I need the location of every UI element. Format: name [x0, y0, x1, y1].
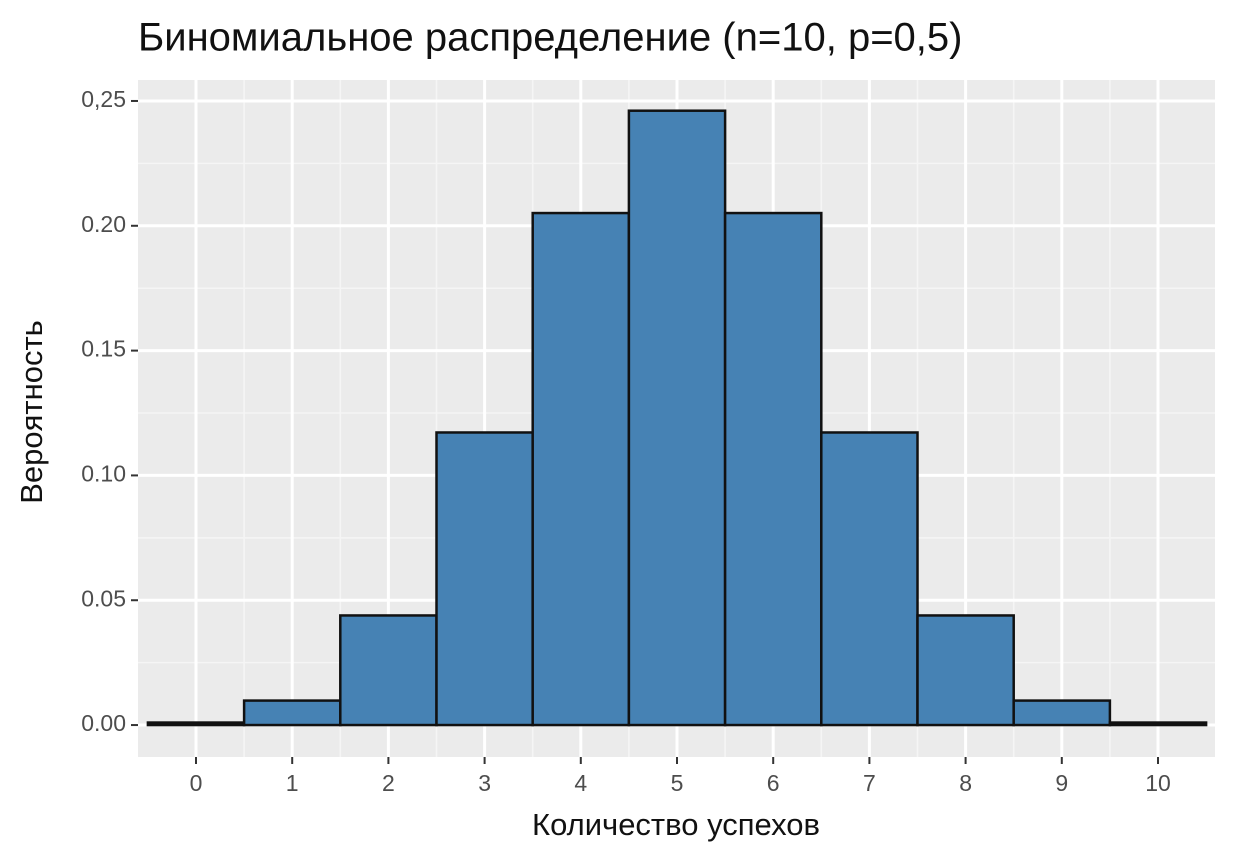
y-tick-label: 0.10 [81, 460, 126, 486]
bar [820, 431, 919, 727]
x-axis-label: Количество успехов [532, 807, 820, 842]
x-tick-label: 3 [478, 770, 491, 796]
y-tick-label: 0.15 [81, 336, 126, 362]
y-tick-label: 0.00 [81, 710, 126, 736]
bar [627, 109, 727, 727]
bar [339, 614, 438, 727]
bar [435, 431, 534, 727]
chart-title: Биномиальное распределение (n=10, p=0,5) [138, 16, 962, 60]
x-tick-label: 5 [671, 770, 684, 796]
bar [916, 614, 1015, 727]
x-tick-label: 2 [382, 770, 395, 796]
y-axis-label: Вероятность [14, 320, 49, 504]
x-tick-label: 10 [1145, 770, 1171, 796]
x-tick-label: 8 [959, 770, 972, 796]
x-tick-label: 9 [1055, 770, 1068, 796]
y-tick-label: 0.05 [81, 585, 126, 611]
bar [242, 699, 342, 727]
bar [1108, 721, 1208, 727]
bar [531, 211, 631, 727]
bar [146, 721, 246, 727]
x-tick-label: 4 [574, 770, 587, 796]
bar [723, 211, 823, 727]
x-tick-label: 7 [863, 770, 876, 796]
y-tick-label: 0,25 [81, 86, 126, 112]
x-tick-label: 1 [286, 770, 299, 796]
x-tick-label: 0 [190, 770, 203, 796]
x-tick-label: 6 [767, 770, 780, 796]
y-tick-label: 0.20 [81, 211, 126, 237]
bar [1012, 699, 1112, 727]
